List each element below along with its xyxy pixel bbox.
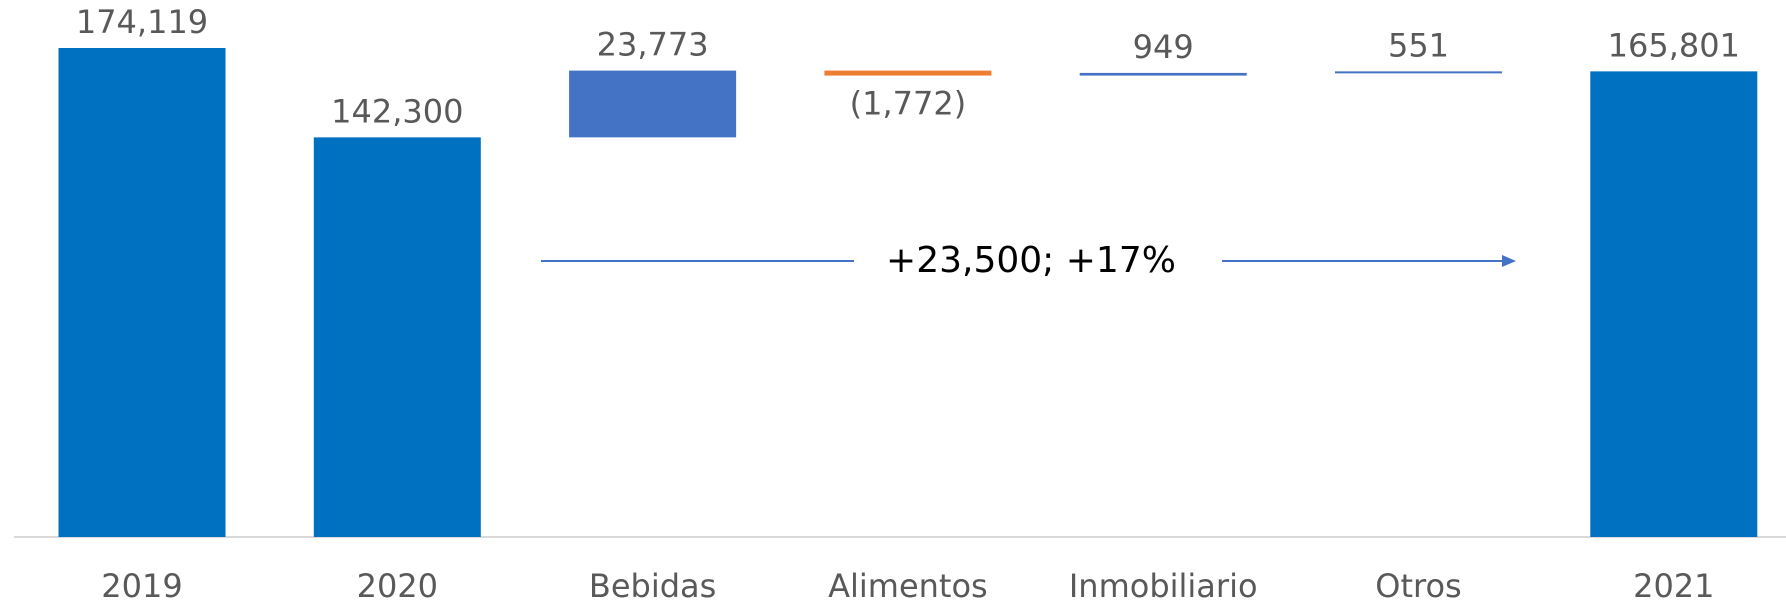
x-tick-label: Alimentos (828, 567, 988, 605)
value-label: 174,119 (76, 3, 208, 41)
bar (569, 70, 737, 138)
bar (313, 137, 481, 537)
value-label: 23,773 (597, 26, 709, 64)
value-label: 949 (1133, 28, 1194, 66)
bar (1590, 71, 1758, 537)
value-label: 551 (1388, 26, 1449, 64)
value-label: 142,300 (331, 92, 463, 130)
x-tick-label: 2020 (357, 567, 438, 605)
value-label: 165,801 (1608, 26, 1740, 64)
x-tick-label: Otros (1375, 567, 1461, 605)
annotation: +23,500; +17% (886, 240, 1176, 281)
bar (58, 48, 226, 537)
bar (1335, 71, 1502, 74)
arrow-head (1502, 255, 1516, 267)
bar (1079, 72, 1247, 76)
x-tick-label: Bebidas (589, 567, 716, 605)
x-tick-label: 2019 (101, 567, 182, 605)
x-tick-label: 2021 (1633, 567, 1714, 605)
x-tick-label: Inmobiliario (1069, 567, 1258, 605)
bar (824, 70, 992, 76)
value-label: (1,772) (850, 85, 967, 123)
